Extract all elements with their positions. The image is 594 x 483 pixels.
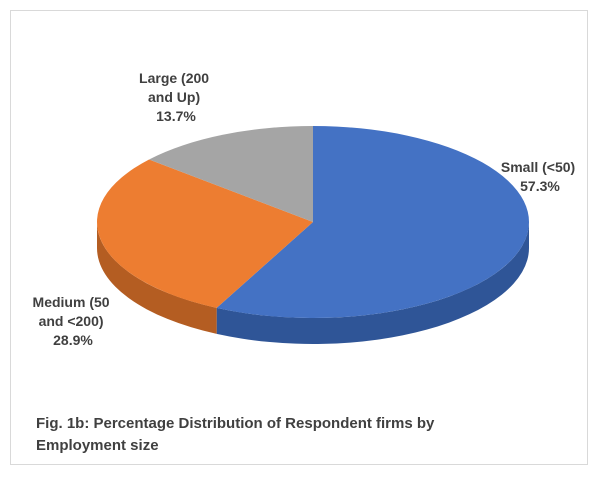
pie-slices bbox=[97, 126, 529, 318]
slice-label-large: Large (200 and Up) 13.7% bbox=[139, 70, 213, 124]
caption-line-1: Fig. 1b: Percentage Distribution of Resp… bbox=[36, 415, 434, 432]
figure-caption: Fig. 1b: Percentage Distribution of Resp… bbox=[36, 413, 576, 457]
slice-label-medium: Medium (50 and <200) 28.9% bbox=[33, 294, 114, 348]
caption-line-2: Employment size bbox=[36, 437, 159, 454]
